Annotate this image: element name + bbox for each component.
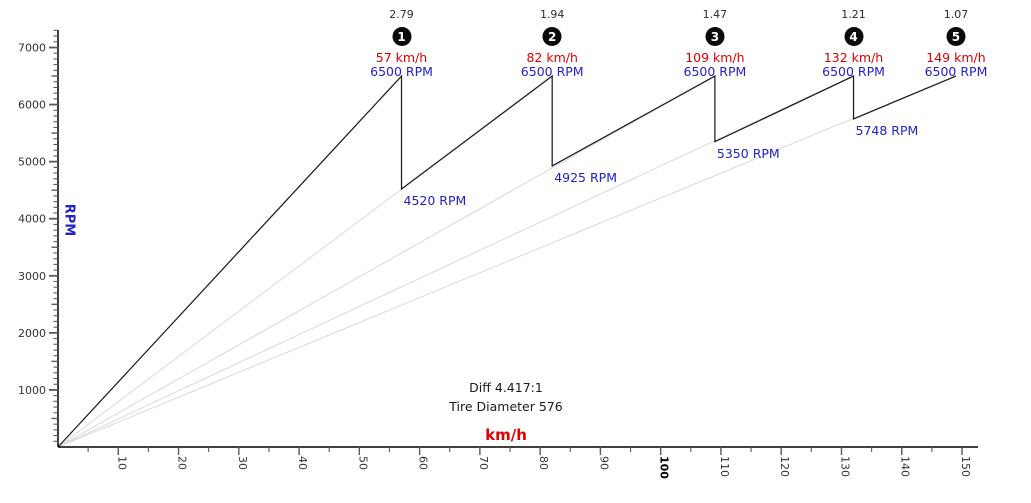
- gear-max-speed-label: 82 km/h: [526, 50, 578, 65]
- x-tick-label: 120: [778, 456, 791, 477]
- y-tick-label: 7000: [18, 42, 46, 55]
- x-axis-title: km/h: [485, 426, 527, 444]
- x-tick-label: 80: [537, 456, 550, 470]
- gear-max-speed-label: 57 km/h: [375, 50, 428, 65]
- x-tick-label: 70: [477, 456, 490, 470]
- x-tick-label: 100: [658, 456, 671, 479]
- y-axis-title: RPM: [61, 203, 77, 237]
- gear-ratio-label: 1.47: [702, 8, 728, 21]
- y-tick-label: 2000: [18, 327, 46, 340]
- x-tick-label: 130: [838, 456, 851, 477]
- gear-ratio-label: 1.21: [841, 8, 866, 21]
- x-tick-label: 60: [417, 456, 430, 470]
- gear-max-speed-label: 132 km/h: [823, 50, 884, 65]
- gear-shift-rpm-label: 6500 RPM: [370, 64, 433, 79]
- x-tick-label: 140: [899, 456, 912, 477]
- gear-max-speed-label: 149 km/h: [926, 50, 986, 65]
- gear-shift-rpm-label: 6500 RPM: [520, 64, 584, 79]
- x-tick-label: 30: [236, 456, 249, 470]
- x-tick-label: 10: [115, 456, 128, 470]
- gear-number-badge: 4: [844, 27, 864, 46]
- y-tick-label: 3000: [18, 270, 46, 283]
- diff-ratio-label: Diff 4.417:1: [469, 380, 543, 395]
- y-tick-label: 1000: [18, 384, 46, 397]
- shift-drop-rpm-label: 4925 RPM: [554, 169, 617, 185]
- shift-drop-rpm-label: 5350 RPM: [716, 145, 780, 161]
- y-tick-label: 4000: [18, 213, 46, 226]
- gear-overlay-line: [57, 75, 854, 448]
- gear-number-badge: 3: [705, 27, 725, 46]
- gear-ratio-label: 1.07: [943, 8, 969, 21]
- gear-ratio-label: 1.94: [539, 8, 565, 21]
- gear-number-badge: 2: [542, 27, 562, 46]
- x-tick-label: 50: [356, 456, 369, 470]
- y-tick-label: 5000: [18, 156, 46, 169]
- x-tick-label: 110: [718, 456, 731, 477]
- gear-shift-rpm-label: 6500 RPM: [683, 64, 747, 79]
- x-tick-label: 90: [597, 456, 610, 470]
- gear-trace-line: [57, 74, 957, 448]
- y-tick-label: 6000: [18, 99, 46, 112]
- gear-shift-rpm-label: 6500 RPM: [822, 64, 885, 79]
- x-tick-label: 150: [959, 456, 972, 477]
- x-tick-label: 20: [176, 456, 189, 470]
- gear-number-badge: 1: [392, 27, 412, 46]
- shift-drop-rpm-label: 4520 RPM: [403, 193, 467, 209]
- gear-overlay-line: [57, 75, 716, 448]
- gear-ratio-label: 2.79: [389, 8, 414, 21]
- gear-overlay-line: [57, 75, 957, 448]
- tire-diameter-label: Tire Diameter 576: [449, 399, 563, 414]
- gear-max-speed-label: 109 km/h: [685, 50, 745, 65]
- shift-drop-rpm-label: 5748 RPM: [855, 122, 919, 138]
- gear-number-badge: 5: [946, 27, 966, 46]
- gear-shift-rpm-label: 6500 RPM: [924, 64, 988, 79]
- x-tick-label: 40: [296, 456, 309, 470]
